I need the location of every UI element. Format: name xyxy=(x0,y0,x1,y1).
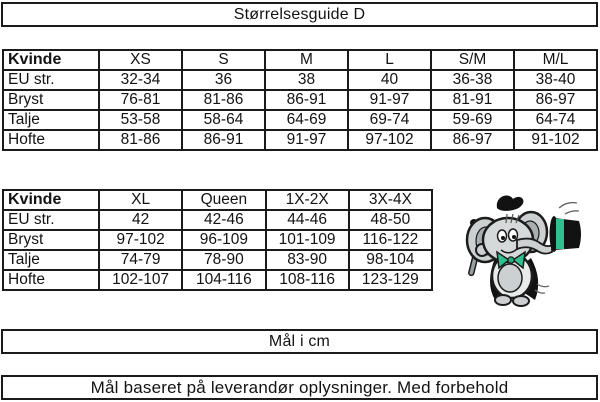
measure-value-cell: 69-74 xyxy=(347,109,432,131)
measure-value-cell: 91-97 xyxy=(264,129,349,151)
measure-value-cell: 86-91 xyxy=(264,89,349,111)
measure-value-cell: 108-116 xyxy=(264,269,350,291)
disclaimer-text: Mål baseret på leverandør oplysninger. M… xyxy=(90,377,509,397)
measure-value-cell: 86-97 xyxy=(430,129,515,151)
measure-value-cell: 58-64 xyxy=(181,109,266,131)
table-corner-header: Kvinde xyxy=(2,49,100,71)
size-column-header: 1X-2X xyxy=(264,189,350,211)
size-guide-title-box: Størrelsesguide D xyxy=(1,2,598,27)
page-title: Størrelsesguide D xyxy=(233,5,366,23)
size-column-header: M/L xyxy=(513,49,598,71)
size-table-plus: Kvinde XL Queen 1X-2X 3X-4X EU str. 42 42-46 44-… xyxy=(2,189,434,291)
measure-label-cell: Bryst xyxy=(2,229,100,251)
disclaimer-box: Mål baseret på leverandør oplysninger. M… xyxy=(1,375,598,400)
measure-value-cell: 40 xyxy=(347,69,432,91)
measure-value-cell: 38 xyxy=(264,69,349,91)
measure-value-cell: 91-102 xyxy=(513,129,598,151)
measure-value-cell: 53-58 xyxy=(98,109,183,131)
measure-value-cell: 97-102 xyxy=(97,229,184,251)
table-row: EU str. 42 42-46 44-46 48-50 xyxy=(2,209,434,231)
measure-value-cell: 101-109 xyxy=(264,229,350,251)
measure-label-cell: Talje xyxy=(2,109,100,131)
measure-label-cell: Hofte xyxy=(2,129,100,151)
measure-value-cell: 36-38 xyxy=(430,69,515,91)
measure-value-cell: 74-79 xyxy=(97,249,184,271)
measure-value-cell: 42 xyxy=(97,209,184,231)
table-row: EU str. 32-34 36 38 40 36-38 38-40 xyxy=(2,69,598,91)
measure-label-cell: EU str. xyxy=(2,69,100,91)
measure-label-cell: EU str. xyxy=(2,209,100,231)
measure-value-cell: 76-81 xyxy=(98,89,183,111)
measure-label-cell: Bryst xyxy=(2,89,100,111)
table-row: Hofte 102-107 104-116 108-116 123-129 xyxy=(2,269,434,291)
table-row: Bryst 97-102 96-109 101-109 116-122 xyxy=(2,229,434,251)
measure-value-cell: 116-122 xyxy=(347,229,434,251)
table-row: Hofte 81-86 86-91 91-97 97-102 86-97 91-102 xyxy=(2,129,598,151)
units-label: Mål i cm xyxy=(268,332,331,350)
measure-value-cell: 97-102 xyxy=(347,129,432,151)
measure-value-cell: 123-129 xyxy=(347,269,434,291)
measure-value-cell: 91-97 xyxy=(347,89,432,111)
size-column-header: 3X-4X xyxy=(347,189,434,211)
measure-value-cell: 96-109 xyxy=(181,229,267,251)
size-column-header: L xyxy=(347,49,432,71)
measure-value-cell: 42-46 xyxy=(181,209,267,231)
measure-label-cell: Talje xyxy=(2,249,100,271)
measure-value-cell: 86-97 xyxy=(513,89,598,111)
table-row: Talje 53-58 58-64 64-69 69-74 59-69 64-74 xyxy=(2,109,598,131)
measure-value-cell: 48-50 xyxy=(347,209,434,231)
table-header-row: Kvinde XL Queen 1X-2X 3X-4X xyxy=(2,189,434,211)
measure-value-cell: 59-69 xyxy=(430,109,515,131)
size-column-header: XL xyxy=(97,189,184,211)
measure-value-cell: 104-116 xyxy=(181,269,267,291)
measure-value-cell: 44-46 xyxy=(264,209,350,231)
size-column-header: S xyxy=(181,49,266,71)
table-corner-header: Kvinde xyxy=(2,189,100,211)
size-column-header: M xyxy=(264,49,349,71)
units-box: Mål i cm xyxy=(1,329,598,354)
measure-value-cell: 78-90 xyxy=(181,249,267,271)
measure-value-cell: 102-107 xyxy=(97,269,184,291)
measure-value-cell: 81-86 xyxy=(181,89,266,111)
measure-value-cell: 98-104 xyxy=(347,249,434,271)
measure-value-cell: 81-86 xyxy=(98,129,183,151)
measure-value-cell: 36 xyxy=(181,69,266,91)
measure-value-cell: 83-90 xyxy=(264,249,350,271)
table-header-row: Kvinde XS S M L S/M M/L xyxy=(2,49,598,71)
table-row: Bryst 76-81 81-86 86-91 91-97 81-91 86-97 xyxy=(2,89,598,111)
measure-value-cell: 32-34 xyxy=(98,69,183,91)
size-column-header: Queen xyxy=(181,189,267,211)
size-column-header: XS xyxy=(98,49,183,71)
table-row: Talje 74-79 78-90 83-90 98-104 xyxy=(2,249,434,271)
size-column-header: S/M xyxy=(430,49,515,71)
elephant-mascot-icon xyxy=(465,195,581,307)
measure-label-cell: Hofte xyxy=(2,269,100,291)
measure-value-cell: 86-91 xyxy=(181,129,266,151)
measure-value-cell: 64-74 xyxy=(513,109,598,131)
measure-value-cell: 81-91 xyxy=(430,89,515,111)
size-table-standard: Kvinde XS S M L S/M M/L EU str. 32-34 36 38 40 36-38… xyxy=(2,49,598,151)
measure-value-cell: 38-40 xyxy=(513,69,598,91)
measure-value-cell: 64-69 xyxy=(264,109,349,131)
